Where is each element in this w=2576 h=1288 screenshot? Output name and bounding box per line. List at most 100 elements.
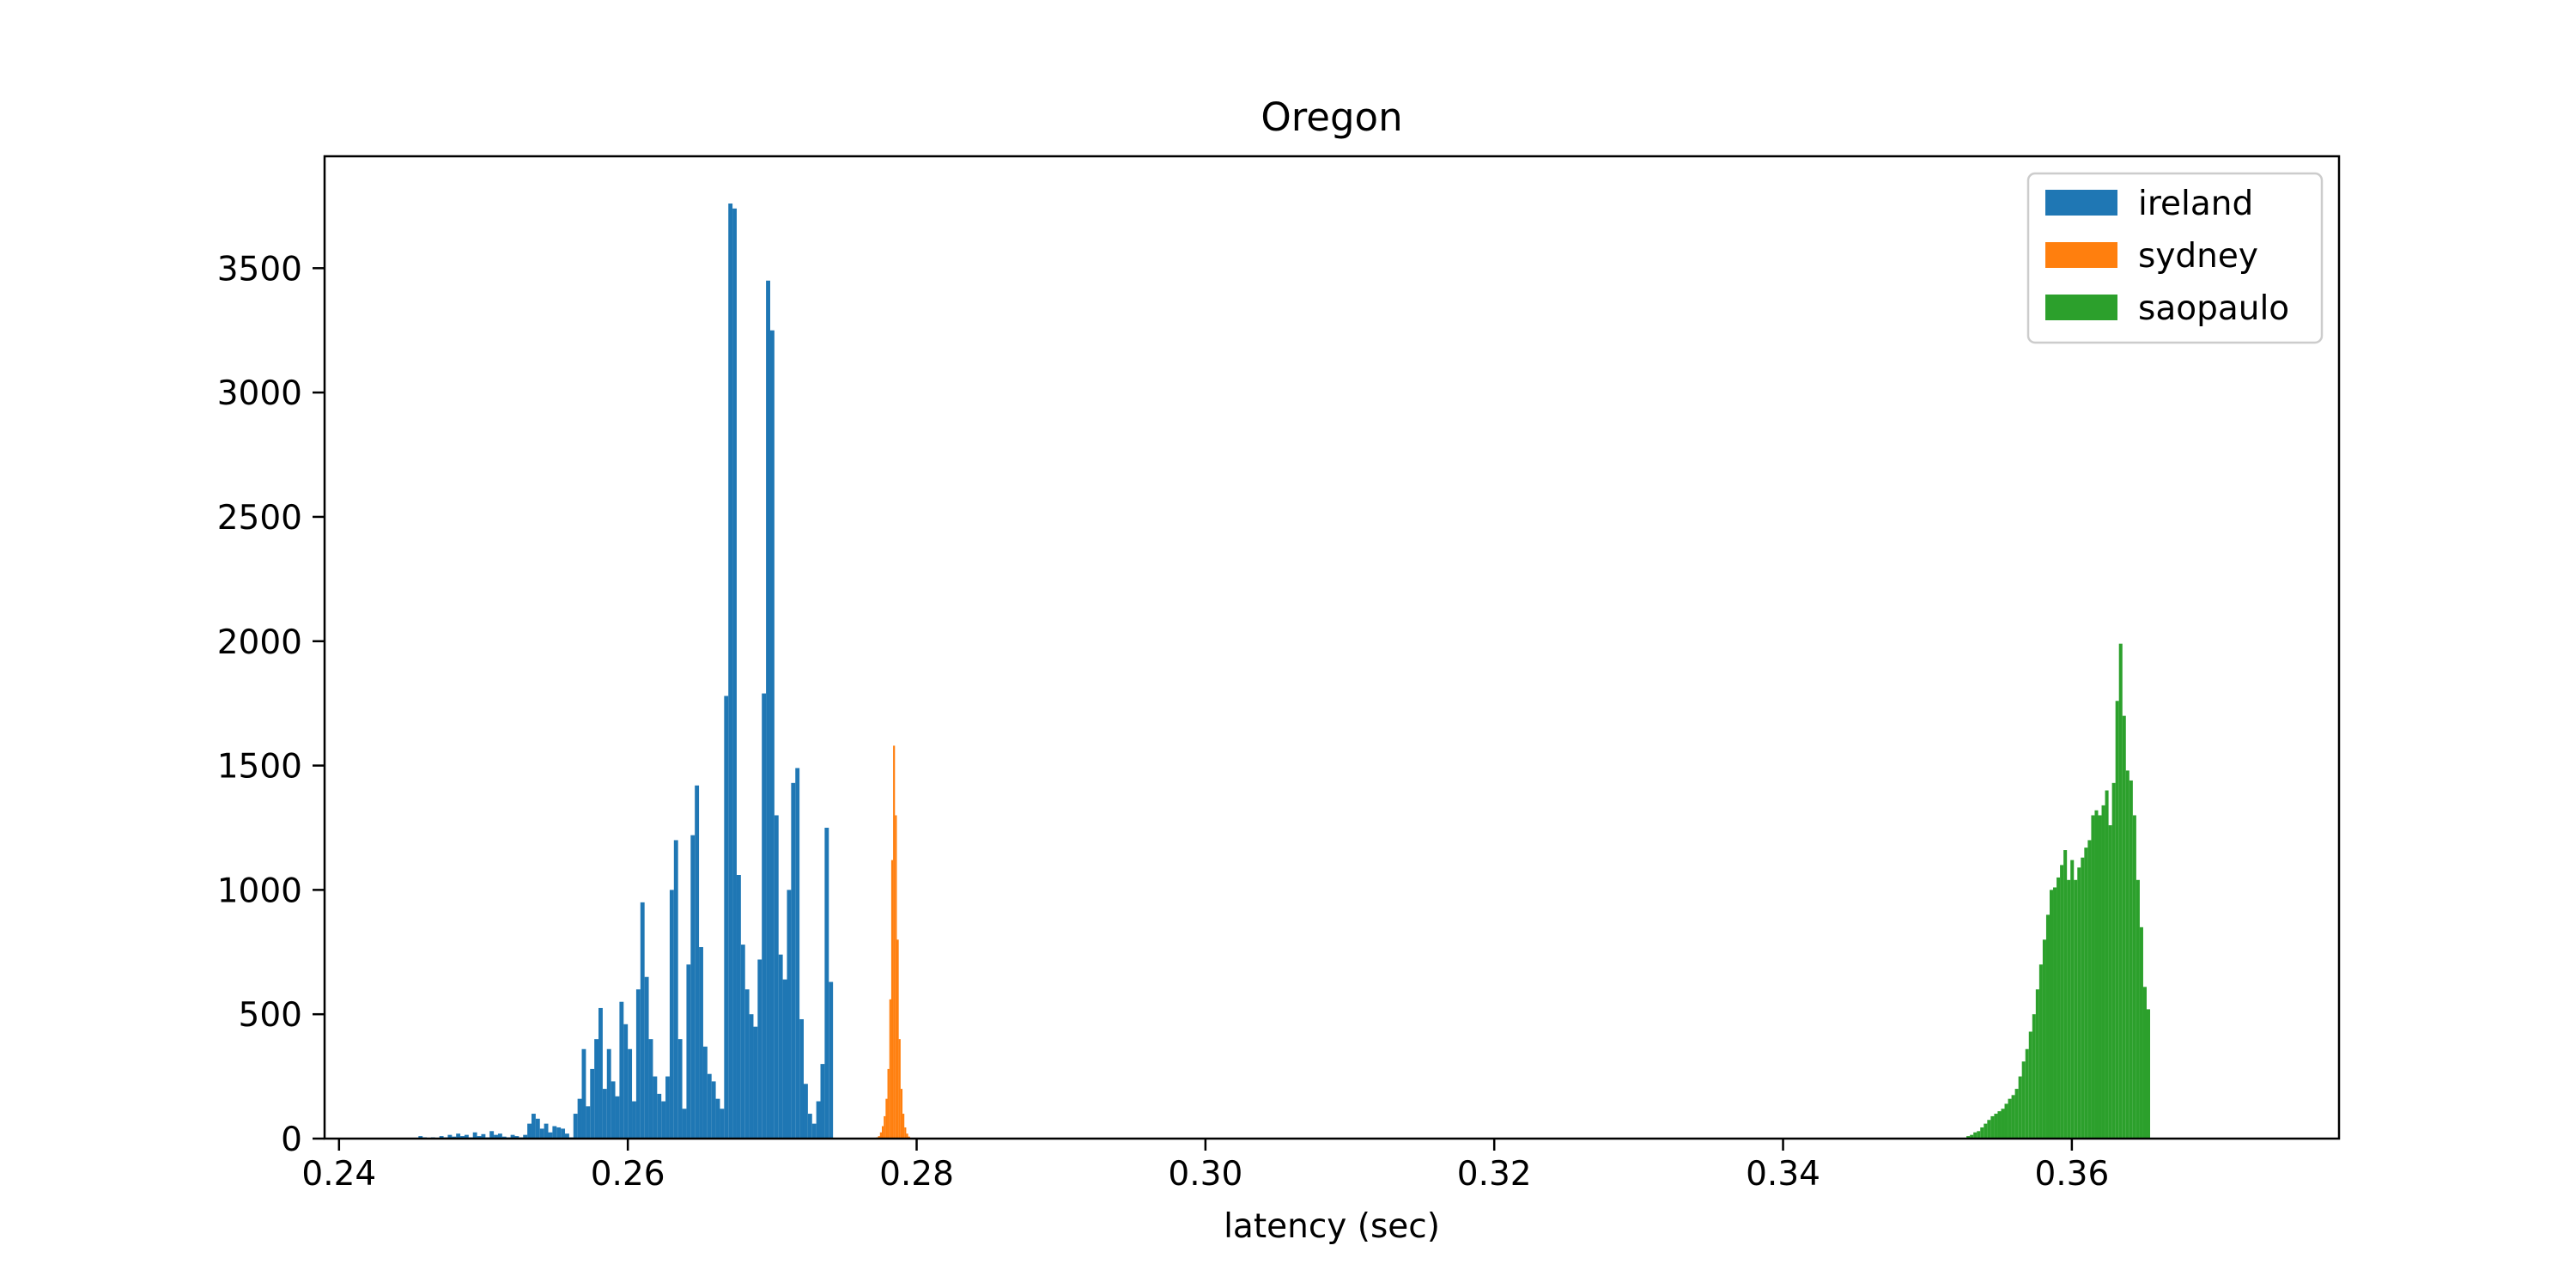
saopaulo-bar [2049, 890, 2054, 1139]
ireland-bar [824, 827, 829, 1139]
saopaulo-bar [2081, 857, 2085, 1139]
saopaulo-bar [2122, 715, 2126, 1139]
ireland-bar [720, 1109, 725, 1139]
ireland-bar [611, 1081, 616, 1139]
saopaulo-bar [2067, 879, 2071, 1139]
saopaulo-bar [1997, 1111, 2002, 1139]
y-tick-label: 1000 [217, 872, 302, 910]
saopaulo-bar [2038, 964, 2043, 1139]
ireland-bar [740, 945, 745, 1139]
saopaulo-bar [2108, 825, 2112, 1139]
ireland-bar [619, 1001, 624, 1139]
ireland-legend-label: ireland [2138, 185, 2253, 223]
ireland-bar [816, 1101, 821, 1139]
ireland-bar [577, 1098, 582, 1139]
ireland-bar [661, 1101, 666, 1139]
ireland-bar [573, 1114, 578, 1139]
saopaulo-legend-swatch [2045, 295, 2117, 320]
ireland-bar [707, 1073, 712, 1139]
sydney-bar [896, 939, 899, 1139]
ireland-bar [472, 1132, 477, 1139]
ireland-bar [766, 280, 770, 1139]
ireland-bar [477, 1136, 482, 1139]
ireland-bar [598, 1007, 603, 1139]
saopaulo-bar [1980, 1127, 1984, 1139]
ireland-bar [594, 1039, 599, 1139]
sydney-bar [890, 860, 894, 1139]
ireland-bar [820, 1064, 825, 1139]
ireland-bar [523, 1134, 528, 1139]
saopaulo-bar [2132, 815, 2136, 1139]
ireland-bar [615, 1096, 620, 1139]
saopaulo-bar [2077, 867, 2081, 1139]
saopaulo-bar [2146, 1009, 2151, 1139]
saopaulo-bar [1990, 1115, 1995, 1139]
saopaulo-bar [2063, 850, 2068, 1139]
saopaulo-bar [2105, 790, 2109, 1139]
ireland-bar [535, 1118, 540, 1139]
ireland-bar [606, 1048, 611, 1139]
ireland-bar [565, 1133, 569, 1139]
sydney-bar [887, 1068, 890, 1139]
ireland-bar [669, 890, 674, 1139]
ireland-bar [715, 1098, 720, 1139]
ireland-bar [628, 1048, 633, 1139]
saopaulo-bar [2125, 770, 2129, 1139]
saopaulo-bar [2057, 877, 2061, 1139]
sydney-bar [893, 745, 896, 1139]
sydney-bar [878, 1136, 880, 1139]
sydney-bar [895, 815, 897, 1139]
sydney-bar [885, 1098, 888, 1139]
ireland-bar [635, 989, 641, 1139]
sydney-series [876, 745, 910, 1139]
saopaulo-bar [2111, 782, 2116, 1139]
x-tick-label: 0.30 [1168, 1155, 1242, 1194]
saopaulo-bar [2129, 780, 2133, 1139]
saopaulo-bar [2094, 810, 2099, 1139]
y-tick-label: 2000 [217, 623, 302, 662]
saopaulo-series [1966, 643, 2151, 1139]
saopaulo-bar [2139, 927, 2143, 1139]
ireland-bar [497, 1133, 502, 1139]
ireland-bar [653, 1076, 658, 1139]
ireland-bar [464, 1134, 469, 1139]
sydney-bar [898, 1039, 901, 1139]
saopaulo-bar [2008, 1098, 2012, 1139]
ireland-bar [682, 1109, 687, 1139]
saopaulo-bar [2091, 815, 2095, 1139]
ireland-bar [548, 1132, 553, 1139]
saopaulo-bar [1994, 1114, 1998, 1139]
ireland-bar [724, 696, 729, 1139]
saopaulo-bar [2074, 879, 2078, 1139]
ireland-bar [736, 875, 741, 1139]
saopaulo-bar [2115, 701, 2119, 1139]
saopaulo-bar [2101, 805, 2105, 1139]
saopaulo-bar [2004, 1103, 2008, 1139]
ireland-bar [640, 902, 645, 1139]
ireland-bar [531, 1114, 536, 1139]
saopaulo-bar [2014, 1089, 2019, 1139]
ireland-bar [711, 1081, 716, 1139]
ireland-bar [489, 1131, 495, 1139]
saopaulo-bar [2045, 914, 2050, 1139]
y-tick-label: 0 [281, 1121, 302, 1159]
ireland-bar [623, 1024, 629, 1139]
ireland-bar [799, 1018, 804, 1139]
saopaulo-bar [1984, 1123, 1988, 1139]
ireland-bar [556, 1127, 562, 1139]
sydney-bar [884, 1115, 886, 1139]
ireland-bar [753, 1026, 758, 1139]
ireland-bar [590, 1068, 595, 1139]
ireland-bar [460, 1136, 465, 1139]
saopaulo-bar [2098, 815, 2102, 1139]
saopaulo-bar [2035, 989, 2039, 1139]
ireland-bar [644, 976, 649, 1139]
y-tick-label: 3500 [217, 250, 302, 289]
sydney-bar [889, 999, 891, 1139]
ireland-bar [695, 785, 700, 1139]
ireland-bar [699, 946, 703, 1139]
saopaulo-bar [2053, 887, 2057, 1139]
ireland-bar [728, 204, 733, 1139]
ireland-bar [602, 1089, 607, 1139]
saopaulo-bar [2142, 987, 2147, 1139]
